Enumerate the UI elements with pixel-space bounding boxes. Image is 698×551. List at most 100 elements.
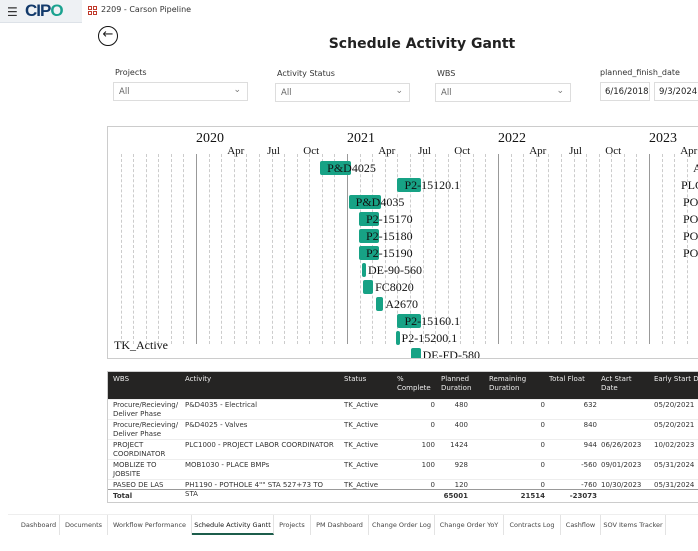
gantt-bar[interactable] <box>410 348 421 358</box>
column-header-remaining-duration[interactable]: Remaining Duration <box>489 375 527 392</box>
column-header-planned-duration[interactable]: Planned Duration <box>441 375 472 392</box>
month-gridline <box>170 154 172 344</box>
column-header-act-start-date[interactable]: Act Start Date <box>601 375 632 392</box>
back-arrow-icon[interactable]: ← <box>98 26 118 46</box>
wbs-filter[interactable]: All ⌄ <box>435 83 571 102</box>
row-divider <box>108 459 698 460</box>
gantt-bar[interactable] <box>396 331 401 345</box>
month-tick-label: Apr <box>378 145 396 157</box>
planned-finish-date-label: planned_finish_date <box>600 68 680 77</box>
gantt-bar-label: PO <box>683 212 698 226</box>
tab-projects[interactable]: Projects <box>274 515 311 535</box>
gantt-bar[interactable] <box>358 229 380 243</box>
month-gridline <box>284 154 286 344</box>
table-cell: 0 <box>540 421 545 429</box>
month-gridline <box>221 154 223 344</box>
table-cell: PLC1000 - PROJECT LABOR COORDINATOR <box>185 441 334 449</box>
table-cell: MOBLIZE TO JOBSITE <box>113 461 157 478</box>
tab-documents[interactable]: Documents <box>60 515 108 535</box>
month-gridline <box>586 154 588 344</box>
menu-icon[interactable]: ☰ <box>7 5 18 19</box>
month-gridline <box>535 154 537 344</box>
gantt-bar-label: PLC <box>681 178 698 192</box>
table-cell: 100 <box>421 441 435 449</box>
table-cell: MOB1030 - PLACE BMPs <box>185 461 270 469</box>
month-tick-label: Apr <box>680 145 698 157</box>
month-gridline <box>611 154 613 344</box>
month-tick-label: Apr <box>227 145 245 157</box>
activity-status-filter-label: Activity Status <box>277 69 335 78</box>
start-date-input[interactable]: 6/16/2018 <box>600 82 650 101</box>
tab-dashboard[interactable]: Dashboard <box>18 515 60 535</box>
gantt-bar[interactable] <box>362 280 374 294</box>
gantt-bar[interactable] <box>358 212 380 226</box>
tab-contracts-log[interactable]: Contracts Log <box>504 515 561 535</box>
page-tabs: Dashboard Documents Workflow Performance Sc… <box>8 514 698 535</box>
end-date-input[interactable]: 9/3/2024 <box>654 82 698 101</box>
column-header-total-float[interactable]: Total Float <box>549 375 585 383</box>
year-tick-label: 2020 <box>196 131 224 146</box>
column-header-wbs[interactable]: WBS <box>113 375 130 383</box>
table-cell: 928 <box>454 461 468 469</box>
cipo-logo[interactable]: CIPO <box>25 1 64 20</box>
gantt-bar[interactable] <box>397 314 421 328</box>
chevron-down-icon: ⌄ <box>556 86 564 96</box>
gantt-bar[interactable] <box>358 246 380 260</box>
table-cell: 0 <box>540 441 545 449</box>
gantt-bar[interactable] <box>397 178 421 192</box>
projects-filter[interactable]: All ⌄ <box>113 82 248 101</box>
month-gridline <box>674 154 676 344</box>
gantt-bar[interactable] <box>348 195 382 209</box>
activity-table: WBS Activity Status % Complete Planned Durat… <box>107 371 698 503</box>
column-header-status[interactable]: Status <box>344 375 367 383</box>
project-tab[interactable]: 2209 - Carson Pipeline <box>82 0 698 23</box>
gantt-bar-label: P&D4035 <box>355 195 405 209</box>
month-gridline <box>623 154 625 344</box>
table-cell: PROJECT COORDINATOR <box>113 441 166 458</box>
table-cell: -760 <box>581 481 597 489</box>
tab-change-order-log[interactable]: Change Order Log <box>369 515 435 535</box>
tab-workflow-performance[interactable]: Workflow Performance <box>108 515 192 535</box>
tab-cashflow[interactable]: Cashflow <box>561 515 601 535</box>
tab-sov-items-tracker[interactable]: SOV Items Tracker <box>601 515 666 535</box>
month-tick-label: Jul <box>569 145 582 157</box>
month-gridline <box>573 154 575 344</box>
table-cell: TK_Active <box>344 441 379 449</box>
month-gridline <box>409 154 411 344</box>
year-gridline <box>347 154 348 344</box>
gantt-bar-label: A2670 <box>385 297 419 311</box>
month-tick-label: Oct <box>454 145 471 157</box>
column-header--complete[interactable]: % Complete <box>397 375 431 392</box>
month-gridline <box>321 154 323 344</box>
tab-change-order-yoy[interactable]: Change Order YoY <box>435 515 504 535</box>
tab-pm-dashboard[interactable]: PM Dashboard <box>311 515 369 535</box>
projects-filter-label: Projects <box>115 68 147 77</box>
gantt-bar-label: P2-15200.1 <box>401 331 458 345</box>
activity-status-filter[interactable]: All ⌄ <box>275 83 410 102</box>
table-cell: PH1190 - POTHOLE 4"" STA 527+73 TO STA <box>185 481 324 498</box>
month-gridline <box>158 154 160 344</box>
column-header-early-start-date[interactable]: Early Start Date <box>654 375 698 383</box>
year-gridline <box>649 154 650 344</box>
project-name: 2209 - Carson Pipeline <box>101 5 192 14</box>
gantt-bar[interactable] <box>376 297 384 311</box>
month-tick-label: Jul <box>267 145 280 157</box>
month-gridline <box>548 154 550 344</box>
month-gridline <box>397 154 399 344</box>
table-cell: 0 <box>540 461 545 469</box>
tab-schedule-activity-gantt[interactable]: Schedule Activity Gantt <box>192 515 274 535</box>
gantt-bar-label: PO <box>683 195 698 209</box>
table-cell: 0 <box>430 401 435 409</box>
year-gridline <box>196 154 197 344</box>
table-cell: P&D4025 - Valves <box>185 421 248 429</box>
column-header-activity[interactable]: Activity <box>185 375 212 383</box>
gantt-bar[interactable] <box>361 263 367 277</box>
month-gridline <box>233 154 235 344</box>
row-divider <box>108 479 698 480</box>
gantt-bar[interactable] <box>320 161 351 175</box>
year-gridline <box>498 154 499 344</box>
table-cell: Procure/Recieving/ Deliver Phase <box>113 421 179 438</box>
row-divider <box>108 419 698 420</box>
group-label: TK_Active <box>114 338 168 352</box>
table-cell: 0 <box>430 481 435 489</box>
